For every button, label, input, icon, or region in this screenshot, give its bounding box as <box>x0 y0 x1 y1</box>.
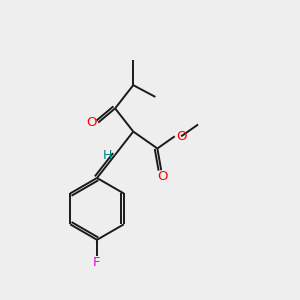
Text: O: O <box>158 170 168 183</box>
Text: F: F <box>93 256 101 269</box>
Text: O: O <box>176 130 187 143</box>
Text: O: O <box>86 116 97 129</box>
Text: H: H <box>102 149 112 162</box>
